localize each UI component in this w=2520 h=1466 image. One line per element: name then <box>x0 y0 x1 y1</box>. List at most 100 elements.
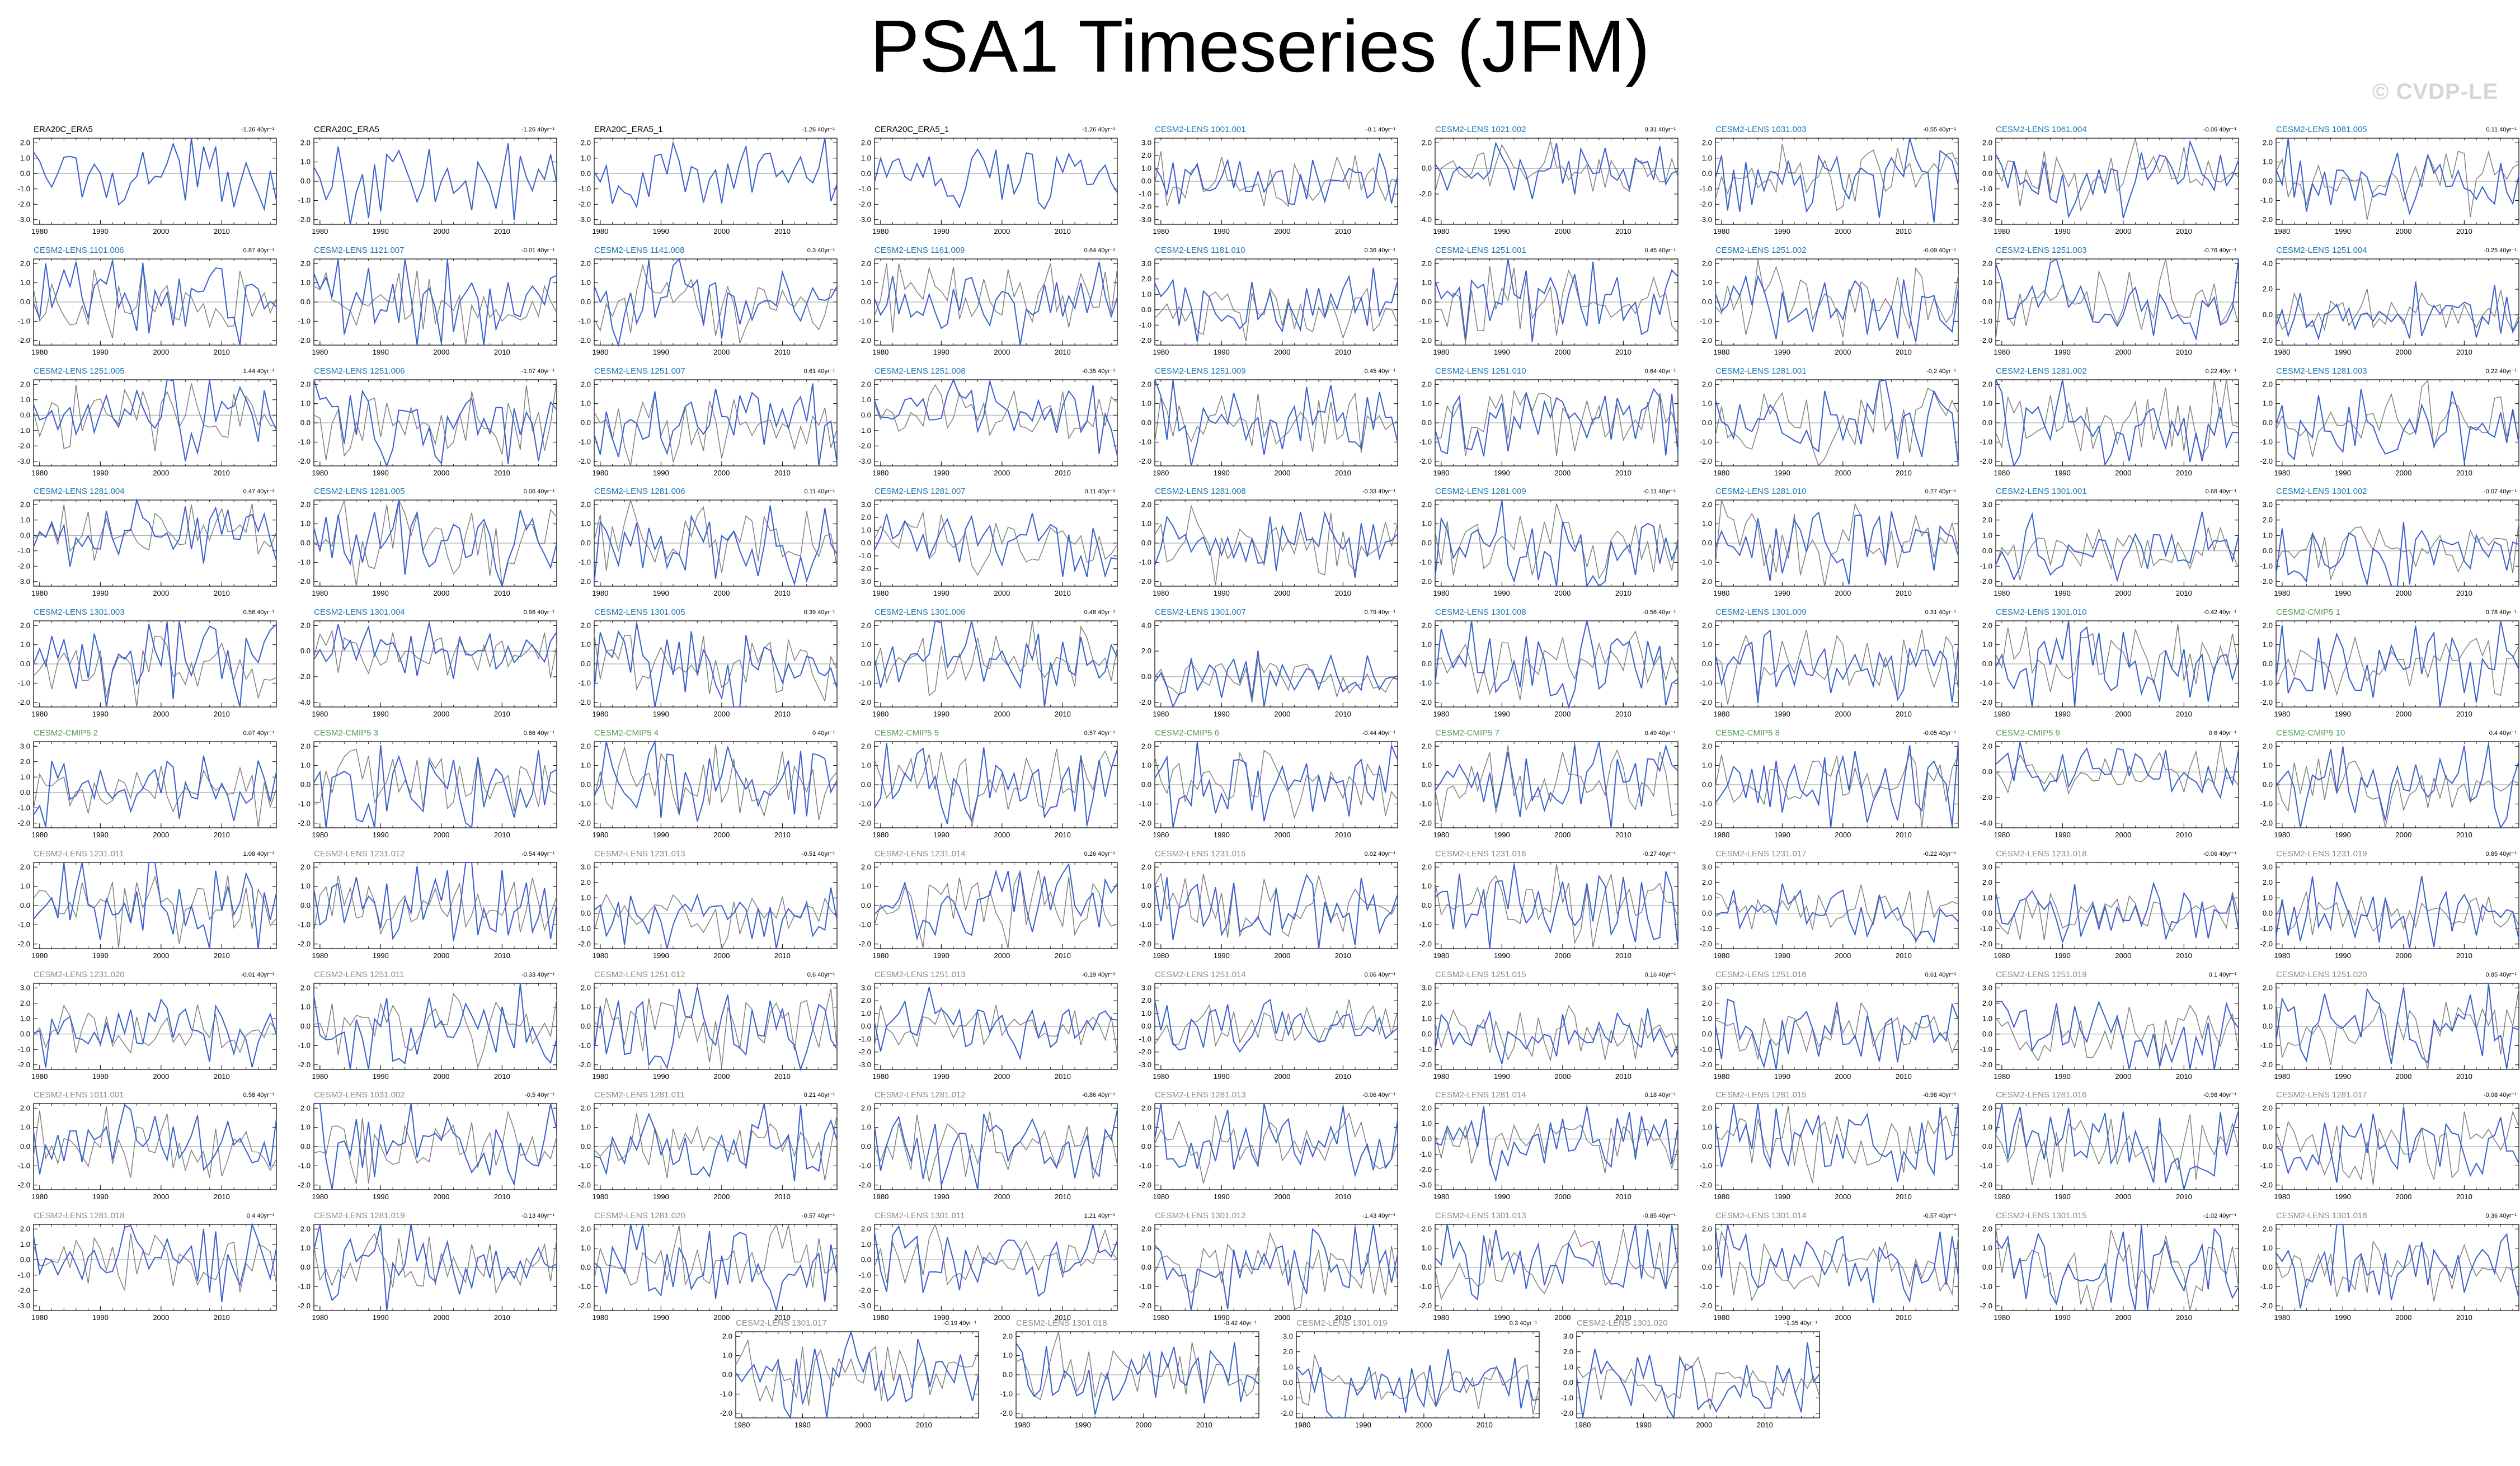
y-tick-label: 1.0 <box>1141 520 1151 528</box>
panel-plot: 1980 1990 2000 2010 2.0 1.0 0.0 -1.0 -2.0 <box>1700 741 1959 839</box>
x-tick-label: 2000 <box>153 710 169 718</box>
y-tick-label: 2.0 <box>300 862 311 871</box>
y-tick-label: 0.0 <box>20 169 30 177</box>
x-tick-label: 1980 <box>592 589 608 597</box>
x-tick-label: 2000 <box>153 469 169 477</box>
panel: CESM2-LENS 1021.002 0.31 40yr⁻¹ 1980 1990 20… <box>1407 120 1681 238</box>
y-tick-label: 3.0 <box>1141 259 1151 267</box>
y-tick-label: 0.0 <box>300 647 311 655</box>
reference-series-line <box>594 263 838 345</box>
x-tick-label: 1980 <box>1153 951 1169 960</box>
y-tick-label: 2.0 <box>2263 742 2273 750</box>
reference-series-line <box>1435 503 1679 580</box>
y-tick-label: 0.0 <box>581 780 591 789</box>
y-tick-label: 2.0 <box>1982 259 1992 267</box>
x-tick-label: 1990 <box>1774 951 1790 960</box>
y-tick-label: -1.0 <box>1980 317 1992 325</box>
x-tick-label: 2010 <box>1055 589 1071 597</box>
panel-plot: 1980 1990 2000 2010 2.0 1.0 0.0 -1.0 -2.0 -3.0 <box>579 138 838 235</box>
x-tick-label: 1990 <box>373 710 389 718</box>
x-tick-label: 2000 <box>1274 831 1290 839</box>
y-tick-label: 0.0 <box>1141 1022 1151 1030</box>
panel-plot: 1980 1990 2000 2010 2.0 1.0 0.0 -1.0 -2.0 <box>1419 258 1679 356</box>
x-tick-label: 2000 <box>713 1072 730 1081</box>
series-line <box>2275 281 2519 341</box>
y-tick-label: -2.0 <box>2260 456 2273 465</box>
x-tick-label: 2010 <box>1055 1072 1071 1081</box>
y-tick-label: -4.0 <box>298 698 311 706</box>
panel-plot: 1980 1990 2000 2010 2.0 1.0 0.0 -1.0 -2.0 <box>2260 138 2519 235</box>
y-tick-label: 2.0 <box>1141 151 1151 159</box>
x-tick-label: 1990 <box>653 1072 669 1081</box>
panel: CESM2-LENS 1251.010 0.64 40yr⁻¹ 1980 1990 20… <box>1407 362 1681 479</box>
x-tick-label: 2000 <box>2395 348 2411 356</box>
y-tick-label: -2.0 <box>859 1047 871 1055</box>
y-tick-label: -1.0 <box>2260 799 2273 808</box>
series-line <box>1435 741 1679 828</box>
x-tick-label: 1990 <box>2054 469 2071 477</box>
y-tick-label: 3.0 <box>581 862 591 871</box>
y-tick-label: 3.0 <box>2263 862 2273 871</box>
trend-label: 0.11 40yr⁻¹ <box>1084 488 1115 496</box>
y-tick-label: 1.0 <box>1982 893 1992 902</box>
x-tick-label: 1980 <box>31 951 48 960</box>
x-tick-label: 2010 <box>1055 951 1071 960</box>
y-tick-label: -1.0 <box>1700 317 1712 325</box>
y-tick-label: 1.0 <box>300 1002 311 1011</box>
y-tick-label: -3.0 <box>1139 1060 1151 1068</box>
reference-series-line <box>594 391 838 466</box>
y-tick-label: 2.0 <box>1982 742 1992 750</box>
series-line <box>313 379 557 468</box>
panel: CESM2-LENS 1301.010 -0.42 40yr⁻¹ 1980 1990 2… <box>1968 603 2242 720</box>
y-tick-label: 2.0 <box>861 513 871 522</box>
x-tick-label: 1990 <box>373 469 389 477</box>
x-tick-label: 1990 <box>1774 469 1790 477</box>
panel-plot: 1980 1990 2000 2010 3.0 2.0 1.0 0.0 -1.0 -2.0 -3.0 <box>1139 138 1398 235</box>
x-tick-label: 2000 <box>994 951 1010 960</box>
panel-title: CESM2-LENS 1301.007 <box>1155 607 1246 617</box>
x-tick-label: 1990 <box>1214 951 1230 960</box>
series-line <box>1154 650 1398 709</box>
y-tick-label: 2.0 <box>1702 138 1712 147</box>
panel-plot: 1980 1990 2000 2010 3.0 2.0 1.0 0.0 -1.0 -2.0 <box>18 741 277 839</box>
y-tick-label: -2.0 <box>1700 940 1712 948</box>
panel-plot: 1980 1990 2000 2010 3.0 2.0 1.0 0.0 -1.0 -2.0 -3.0 <box>1139 982 1398 1081</box>
trend-label: -0.2 40yr⁻¹ <box>1926 367 1956 375</box>
x-tick-label: 2010 <box>1335 951 1351 960</box>
plot-frame <box>594 138 838 225</box>
panel-plot: 1980 1990 2000 2010 2.0 1.0 0.0 -1.0 -2.0 -3.0 <box>18 138 277 235</box>
x-tick-label: 1980 <box>1713 469 1729 477</box>
y-tick-label: 0.0 <box>2263 659 2273 668</box>
y-tick-label: -2.0 <box>1700 200 1712 208</box>
panel-plot: 1980 1990 2000 2010 2.0 1.0 0.0 -1.0 -2.0 <box>1419 620 1679 718</box>
y-tick-label: -2.0 <box>579 819 591 827</box>
trend-label: 0.64 40yr⁻¹ <box>1084 247 1115 254</box>
plot-frame <box>1715 862 1959 949</box>
y-tick-label: 3.0 <box>20 983 30 992</box>
y-tick-label: 1.0 <box>1141 164 1151 172</box>
x-tick-label: 2010 <box>1335 469 1351 477</box>
trend-label: -0.06 40yr⁻¹ <box>2203 126 2236 133</box>
trend-label: -0.1 40yr⁻¹ <box>1366 126 1395 133</box>
y-tick-label: -1.0 <box>1139 920 1151 928</box>
series-line <box>1995 139 2239 219</box>
panel-plot: 1980 1990 2000 2010 3.0 2.0 1.0 0.0 -1.0 -2.0 -3.0 <box>859 982 1118 1081</box>
plot-frame <box>1154 620 1398 708</box>
y-tick-label: 0.0 <box>20 531 30 540</box>
y-tick-label: 0.0 <box>861 780 871 789</box>
y-tick-label: -1.0 <box>298 558 311 567</box>
trend-label: 0.61 40yr⁻¹ <box>803 367 835 375</box>
x-tick-label: 2000 <box>2115 348 2131 356</box>
y-tick-label: -3.0 <box>18 215 30 224</box>
trend-label: 1.44 40yr⁻¹ <box>243 367 274 375</box>
reference-series-line <box>1995 892 2239 940</box>
y-tick-label: -1.0 <box>18 426 30 434</box>
series-line <box>594 138 838 209</box>
series-line <box>1435 1008 1679 1064</box>
trend-label: -1.26 40yr⁻¹ <box>1082 126 1115 133</box>
trend-label: 0.26 40yr⁻¹ <box>1084 850 1115 857</box>
x-tick-label: 2010 <box>1055 831 1071 839</box>
x-tick-label: 2000 <box>1274 589 1290 597</box>
panel-plot: 1980 1990 2000 2010 2.0 1.0 0.0 -1.0 -2.0 <box>298 498 557 597</box>
y-tick-label: 0.0 <box>20 659 30 668</box>
